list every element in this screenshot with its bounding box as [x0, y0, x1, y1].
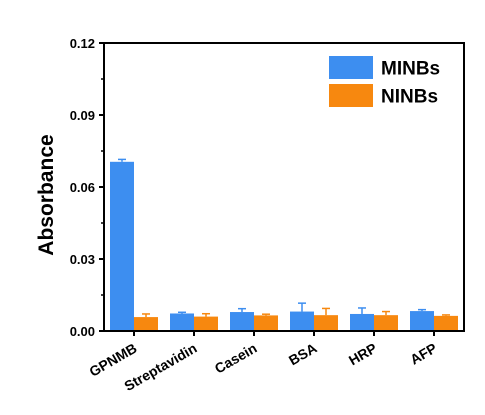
y-axis-ticks: 0.00 0.03 0.06 0.09 0.12 [70, 36, 104, 339]
legend-swatch-ninbs [329, 84, 373, 107]
y-axis-label: Absorbance [35, 134, 58, 255]
bar-ninbs-streptavidin [194, 316, 218, 331]
bar-ninbs-gpnmb [134, 317, 158, 331]
y-tick-label: 0.00 [70, 324, 95, 339]
bar-minbs-bsa [290, 311, 314, 331]
bars-layer [110, 161, 458, 331]
x-tick-label: AFP [407, 340, 439, 368]
y-tick-label: 0.12 [70, 36, 95, 51]
bar-minbs-gpnmb [110, 161, 134, 331]
x-tick-label: HRP [346, 340, 380, 369]
bar-ninbs-casein [254, 315, 278, 331]
legend-swatch-minbs [329, 56, 373, 79]
bar-minbs-hrp [350, 313, 374, 331]
bar-ninbs-afp [434, 315, 458, 331]
bar-minbs-casein [230, 312, 254, 331]
bar-ninbs-hrp [374, 315, 398, 331]
y-tick-label: 0.03 [70, 252, 95, 267]
legend: MINBs NINBs [329, 56, 440, 108]
x-tick-label: BSA [286, 340, 320, 369]
bar-minbs-streptavidin [170, 313, 194, 331]
legend-label: MINBs [381, 59, 440, 80]
bar-minbs-afp [410, 311, 434, 331]
error-bars-layer [118, 158, 450, 318]
legend-label: NINBs [381, 87, 438, 108]
y-tick-label: 0.09 [70, 108, 95, 123]
x-tick-label: Casein [212, 340, 260, 377]
bar-ninbs-bsa [314, 315, 338, 331]
y-tick-label: 0.06 [70, 180, 95, 195]
